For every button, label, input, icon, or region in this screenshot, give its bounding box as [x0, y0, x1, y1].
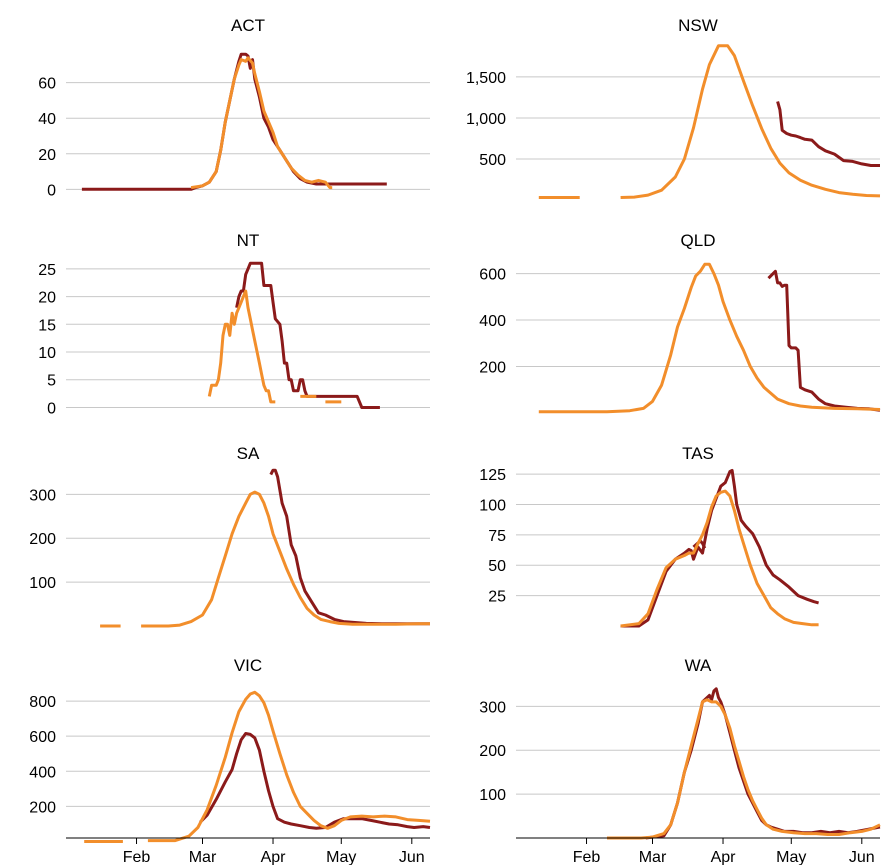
series-line-1	[235, 261, 380, 409]
y-tick-label: 200	[479, 743, 506, 760]
y-tick-label: 1,000	[466, 111, 506, 128]
x-tick-label: Jun	[849, 849, 875, 865]
y-tick-label: 400	[29, 764, 56, 781]
y-tick-label: 25	[38, 262, 56, 279]
y-tick-label: 100	[479, 787, 506, 804]
y-tick-label: 25	[488, 589, 506, 606]
series-line-1	[199, 732, 431, 830]
panel-tas: TAS 25 50 75 100 125	[479, 444, 880, 628]
x-tick-label: Feb	[573, 849, 601, 865]
series-line-1	[645, 687, 881, 840]
panel-nsw: NSW 500 1,000 1,500	[466, 16, 881, 199]
panel-title: SA	[237, 444, 260, 463]
series-line-2	[607, 698, 881, 840]
panel-wa: WA 100 200 300 Feb Mar Apr May Jun	[479, 656, 881, 865]
y-tick-label: 75	[488, 528, 506, 545]
y-tick-label: 500	[479, 152, 506, 169]
y-tick-label: 100	[29, 575, 56, 592]
panel-title: WA	[685, 656, 712, 675]
series-line-2	[207, 289, 276, 404]
y-tick-label: 600	[479, 267, 506, 284]
y-tick-label: 0	[47, 182, 56, 199]
y-tick-label: 60	[38, 76, 56, 93]
x-tick-label: May	[326, 849, 356, 865]
panel-sa: SA 100 200 300	[29, 444, 430, 628]
panel-title: NSW	[678, 16, 718, 35]
x-tick-label: Mar	[639, 849, 667, 865]
x-tick-label: Feb	[123, 849, 151, 865]
y-tick-label: 400	[479, 313, 506, 330]
panel-title: TAS	[682, 444, 714, 463]
series-line-1	[767, 269, 881, 412]
panel-title: NT	[237, 231, 260, 250]
y-tick-label: 5	[47, 373, 56, 390]
x-tick-label: Apr	[261, 849, 287, 865]
panel-title: QLD	[681, 231, 716, 250]
y-tick-label: 300	[479, 699, 506, 716]
panel-vic: VIC 200 400 600 800 Feb Mar Apr May Jun	[29, 656, 431, 865]
y-tick-label: 15	[38, 317, 56, 334]
x-tick-label: May	[776, 849, 806, 865]
y-tick-label: 1,500	[466, 70, 506, 87]
x-tick-label: Mar	[189, 849, 217, 865]
series-line-2	[141, 490, 430, 628]
panel-act: ACT 0 20 40 60	[38, 16, 430, 199]
y-tick-label: 20	[38, 290, 56, 307]
series-line-2	[538, 262, 881, 414]
series-line-2	[147, 690, 431, 843]
y-tick-label: 600	[29, 729, 56, 746]
y-tick-label: 200	[29, 531, 56, 548]
y-tick-label: 200	[479, 360, 506, 377]
y-tick-label: 800	[29, 694, 56, 711]
series-line-1	[269, 468, 430, 626]
y-tick-label: 200	[29, 799, 56, 816]
series-line-2	[190, 56, 333, 190]
x-tick-label: Apr	[711, 849, 737, 865]
panel-title: ACT	[231, 16, 265, 35]
panel-nt: NT 0 5 10 15 20 25	[38, 231, 430, 417]
panel-title: VIC	[234, 656, 262, 675]
y-tick-label: 20	[38, 147, 56, 164]
y-tick-label: 100	[479, 497, 506, 514]
x-tick-label: Jun	[399, 849, 425, 865]
panel-qld: QLD 200 400 600	[479, 231, 881, 414]
y-tick-label: 50	[488, 558, 506, 575]
y-tick-label: 300	[29, 487, 56, 504]
y-tick-label: 40	[38, 111, 56, 128]
series-line-2	[620, 489, 819, 628]
y-tick-label: 10	[38, 345, 56, 362]
series-line-2	[620, 44, 881, 199]
series-line-1	[776, 101, 880, 167]
y-tick-label: 125	[479, 467, 506, 484]
y-tick-label: 0	[47, 400, 56, 417]
